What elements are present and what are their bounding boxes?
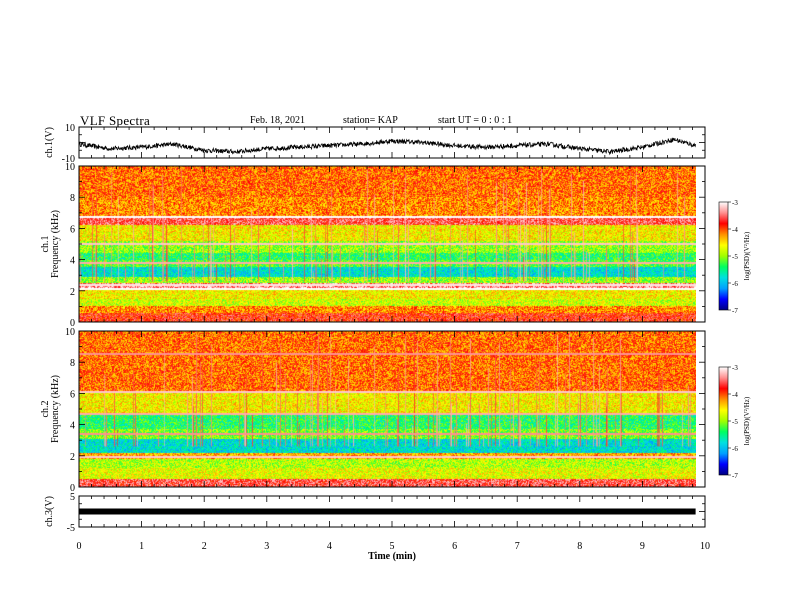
colorbar-tick-label: -3 bbox=[732, 199, 738, 207]
x-axis-label: Time (min) bbox=[368, 551, 416, 562]
ch2-spectrogram-ytick-label: 8 bbox=[70, 358, 75, 369]
colorbar-tick-label: -3 bbox=[732, 364, 738, 372]
colorbar-tick-label: -5 bbox=[732, 253, 738, 261]
x-tick-label: 4 bbox=[327, 541, 332, 552]
ch2-spectrogram-ytick-label: 10 bbox=[65, 327, 75, 338]
x-tick-label: 8 bbox=[577, 541, 582, 552]
ch1-waveform-ytick-label: -10 bbox=[62, 154, 75, 165]
x-tick-label: 3 bbox=[264, 541, 269, 552]
x-tick-label: 2 bbox=[202, 541, 207, 552]
x-tick-label: 0 bbox=[77, 541, 82, 552]
x-tick-label: 6 bbox=[452, 541, 457, 552]
ch2-spectrogram-ytick-label: 2 bbox=[70, 452, 75, 463]
colorbar-tick-label: -7 bbox=[732, 472, 738, 480]
figure-title: VLF Spectra bbox=[80, 113, 151, 128]
ch3-waveform-ytick-label: 5 bbox=[70, 492, 75, 503]
ch1-spectrogram-image bbox=[79, 166, 696, 322]
ch1-waveform-ylabel: ch.1(V) bbox=[44, 127, 55, 158]
x-tick-label: 9 bbox=[640, 541, 645, 552]
ch3-trace bbox=[79, 508, 696, 515]
ch1-spectrogram-ylabel: ch.1 bbox=[40, 236, 51, 253]
x-tick-label: 5 bbox=[390, 541, 395, 552]
ch3-waveform-ytick-label: -5 bbox=[67, 523, 75, 534]
ch3-waveform-ylabel: ch.3(V) bbox=[44, 496, 55, 527]
ch1-trace bbox=[78, 137, 696, 156]
colorbar-tick-label: -5 bbox=[732, 418, 738, 426]
colorbar-tick-label: -7 bbox=[732, 307, 738, 315]
recording-date: Feb. 18, 2021 bbox=[250, 115, 305, 126]
ch1-spectrogram-ytick-label: 6 bbox=[70, 224, 75, 235]
ch1-spectrogram-ytick-label: 4 bbox=[70, 256, 75, 267]
colorbar-tick-label: -6 bbox=[732, 445, 738, 453]
ch1-spectrogram-ytick-label: 10 bbox=[65, 162, 75, 173]
colorbar-2 bbox=[718, 366, 729, 476]
ch2-spectrogram-ytick-label: 0 bbox=[70, 483, 75, 494]
ch2-spectrogram-ylabel: Frequency (kHz) bbox=[50, 375, 61, 443]
ch2-spectrogram-image bbox=[79, 331, 696, 487]
ch1-spectrogram-ytick-label: 2 bbox=[70, 287, 75, 298]
colorbar-1 bbox=[718, 201, 729, 311]
colorbar-tick-label: -4 bbox=[732, 226, 738, 234]
x-tick-label: 7 bbox=[515, 541, 520, 552]
ch2-spectrogram-ylabel: ch.2 bbox=[40, 401, 51, 418]
colorbar-tick-label: -6 bbox=[732, 280, 738, 288]
start-time-label: start UT = 0 : 0 : 1 bbox=[438, 115, 513, 126]
ch1-spectrogram-ytick-label: 0 bbox=[70, 318, 75, 329]
colorbar-label: log(PSD)(V²/Hz) bbox=[743, 231, 751, 280]
ch2-spectrogram-ytick-label: 4 bbox=[70, 421, 75, 432]
ch1-spectrogram-ylabel: Frequency (kHz) bbox=[50, 210, 61, 278]
station-label: station= KAP bbox=[343, 115, 398, 126]
x-tick-label: 1 bbox=[139, 541, 144, 552]
colorbar-label: log(PSD)(V²/Hz) bbox=[743, 396, 751, 445]
ch2-spectrogram-ytick-label: 6 bbox=[70, 389, 75, 400]
colorbar-tick-label: -4 bbox=[732, 391, 738, 399]
ch1-waveform-ytick-label: 10 bbox=[65, 123, 75, 134]
x-tick-label: 10 bbox=[700, 541, 710, 552]
ch1-spectrogram-ytick-label: 8 bbox=[70, 193, 75, 204]
